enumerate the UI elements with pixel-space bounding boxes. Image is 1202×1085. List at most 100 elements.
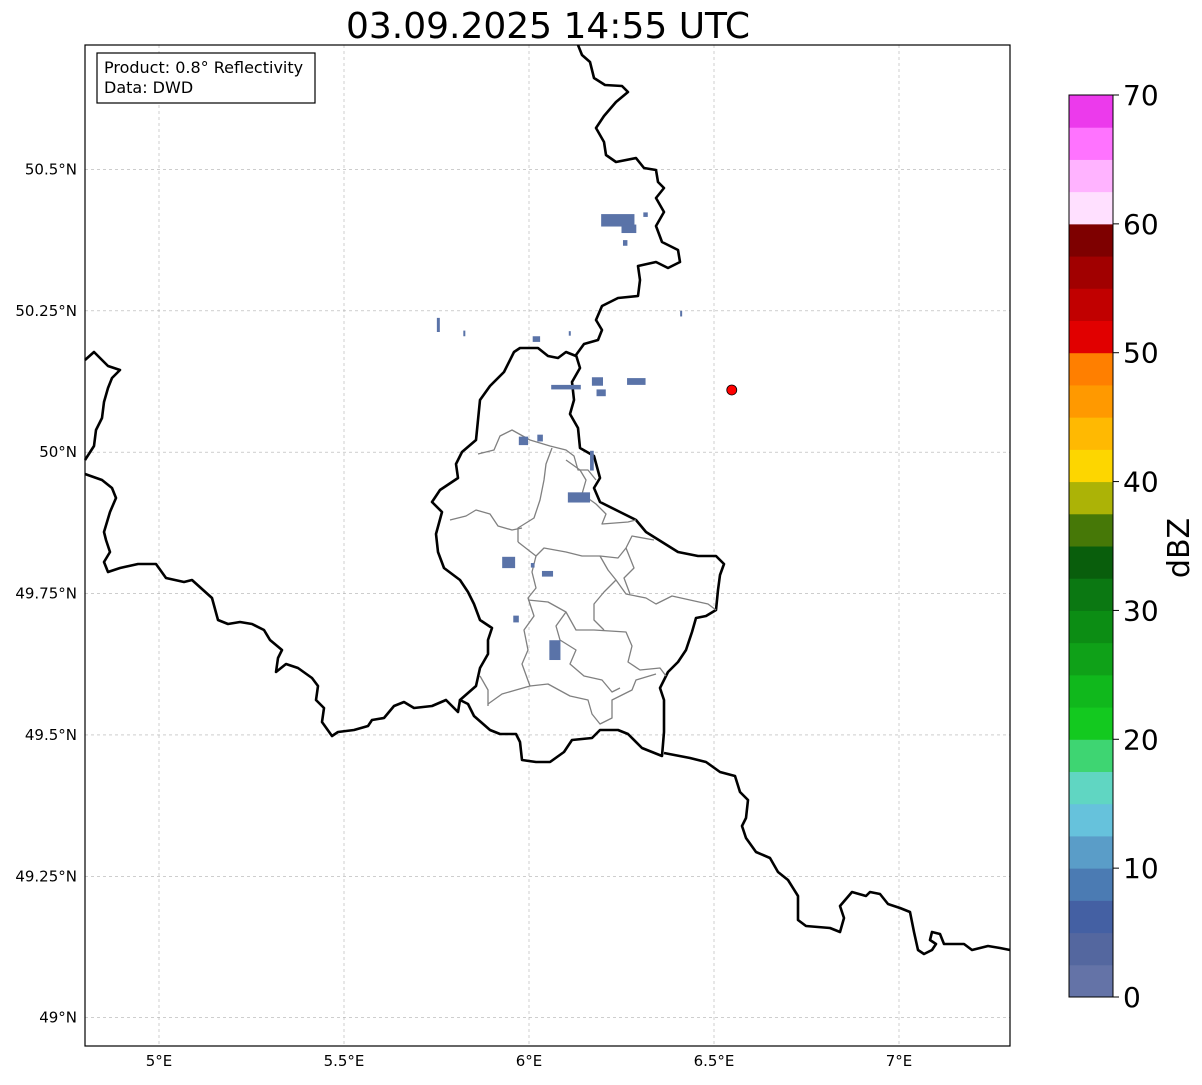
radar-echoes <box>436 212 683 661</box>
colorbar-segment <box>1069 417 1113 450</box>
colorbar-segment <box>1069 320 1113 354</box>
canton-line <box>527 599 667 677</box>
colorbar-segment <box>1069 546 1113 579</box>
country-borders <box>83 44 1011 956</box>
map-background <box>85 45 1010 1046</box>
echo-cell <box>513 615 519 623</box>
lat-tick-label: 49°N <box>39 1009 77 1027</box>
colorbar-segment <box>1069 95 1113 128</box>
canton-line <box>555 611 621 693</box>
colorbar-segment <box>1069 256 1113 289</box>
lat-tick-label: 49.25°N <box>15 867 77 885</box>
canton-line <box>517 447 553 542</box>
canton-line <box>593 555 617 631</box>
colorbar-segment <box>1069 964 1113 998</box>
echo-cell <box>621 224 637 234</box>
info-product-text: Product: 0.8° Reflectivity <box>104 58 303 77</box>
colorbar-segment <box>1069 513 1113 547</box>
radar-site-marker <box>726 384 738 396</box>
lon-tick-label: 7°E <box>886 1052 913 1070</box>
canton-line <box>479 675 489 706</box>
colorbar-segment <box>1069 739 1113 772</box>
border-east-south <box>663 751 1011 956</box>
colorbar-tick-label: 0 <box>1123 981 1141 1014</box>
echo-cell <box>541 570 554 577</box>
colorbar-label: dBZ <box>1162 518 1197 578</box>
echo-cell <box>627 378 646 385</box>
canton-line <box>565 459 637 525</box>
canton-line <box>615 579 717 611</box>
colorbar-tick-label: 40 <box>1123 466 1159 499</box>
colorbar-segment <box>1069 932 1113 966</box>
colorbar-segment <box>1069 835 1113 869</box>
canton-line <box>623 547 635 595</box>
colorbar-segment <box>1069 352 1113 386</box>
echo-cell <box>518 436 529 446</box>
border-far-west <box>83 350 122 461</box>
colorbar-tick-label: 60 <box>1123 208 1159 241</box>
colorbar-segment <box>1069 384 1113 418</box>
echo-cell <box>551 384 581 390</box>
colorbar: 0 10 20 30 40 50 60 70 <box>1068 79 1159 1014</box>
lat-tick-label: 50°N <box>39 443 77 461</box>
colorbar-segment <box>1069 674 1113 708</box>
echo-cell <box>591 377 603 386</box>
colorbar-segment <box>1069 159 1113 193</box>
colorbar-segment <box>1069 449 1113 483</box>
lon-tick-label: 5.5°E <box>324 1052 365 1070</box>
colorbar-segment <box>1069 481 1113 515</box>
echo-cell <box>601 214 635 227</box>
lat-tick-label: 50.5°N <box>25 160 77 178</box>
echo-cell <box>622 240 628 246</box>
border-west <box>84 472 462 738</box>
lat-tick-label: 49.75°N <box>15 585 77 603</box>
colorbar-segment <box>1069 868 1113 901</box>
colorbar-segment <box>1069 288 1113 321</box>
echo-cell <box>590 450 594 471</box>
canton-line <box>477 429 597 481</box>
echo-cell <box>537 434 543 442</box>
map-area: Product: 0.8° Reflectivity Data: DWD <box>83 44 1011 1047</box>
colorbar-tick-label: 50 <box>1123 337 1159 370</box>
colorbar-tick-label: 10 <box>1123 852 1159 885</box>
colorbar-tick-label: 20 <box>1123 723 1159 756</box>
echo-cell <box>530 563 535 568</box>
map-frame <box>84 44 1011 1047</box>
cantonal-borders <box>449 429 717 725</box>
colorbar-segment <box>1069 610 1113 644</box>
colorbar-segment <box>1069 900 1113 934</box>
echo-cell <box>436 317 440 333</box>
echo-cell <box>568 331 571 336</box>
info-box-frame <box>96 52 316 104</box>
canton-line <box>517 535 655 559</box>
colorbar-segment <box>1069 707 1113 740</box>
colorbar-segment <box>1069 127 1113 160</box>
lon-tick-label: 6.5°E <box>694 1052 735 1070</box>
canton-line <box>529 673 657 725</box>
echo-cell <box>567 492 591 503</box>
lon-tick-label: 5°E <box>146 1052 173 1070</box>
figure-title: 03.09.2025 14:55 UTC <box>346 6 750 47</box>
colorbar-segment <box>1069 642 1113 676</box>
colorbar-segment <box>1069 578 1113 611</box>
echo-cell <box>463 330 466 337</box>
colorbar-tick-label: 70 <box>1123 79 1159 112</box>
lat-tick-label: 50.25°N <box>15 302 77 320</box>
info-box: Product: 0.8° Reflectivity Data: DWD <box>96 52 316 104</box>
info-data-text: Data: DWD <box>104 78 193 97</box>
echo-cell <box>680 310 683 317</box>
colorbar-segment <box>1069 191 1113 225</box>
echo-cell <box>532 336 541 342</box>
longitude-axis: 5°E 5.5°E 6°E 6.5°E 7°E <box>146 1052 913 1070</box>
echo-cell <box>549 640 561 661</box>
echo-cell <box>596 389 606 397</box>
border-north <box>430 44 726 764</box>
canton-line <box>449 509 523 531</box>
lon-tick-label: 6°E <box>516 1052 543 1070</box>
colorbar-segment <box>1069 771 1113 805</box>
latitude-axis: 50.5°N 50.25°N 50°N 49.75°N 49.5°N 49.25°N 49°… <box>15 160 77 1026</box>
colorbar-tick-label: 30 <box>1123 594 1159 627</box>
map-gridlines <box>85 45 1010 1046</box>
